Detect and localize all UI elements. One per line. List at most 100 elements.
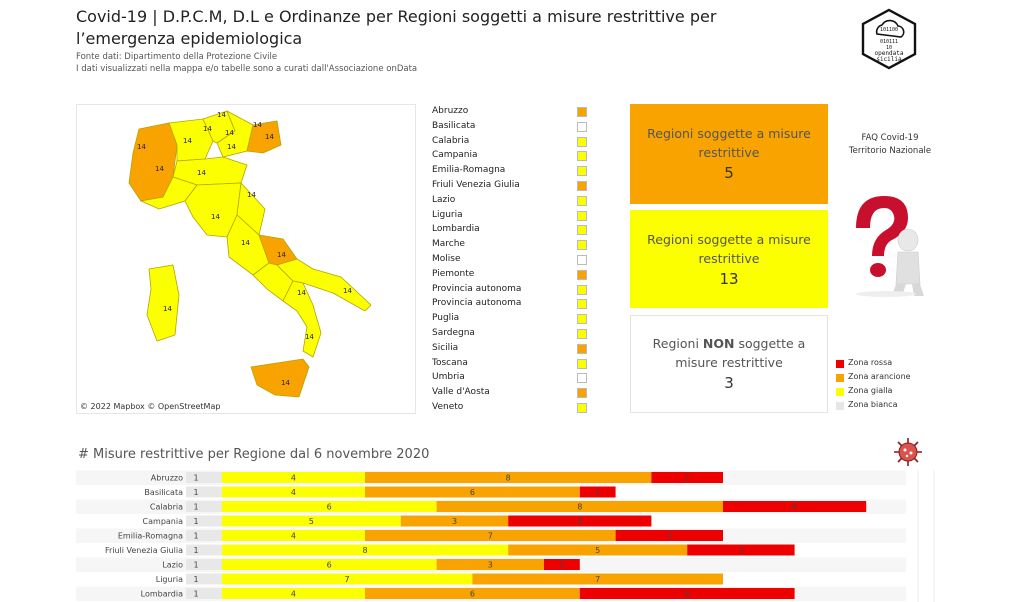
chart-bar-segment: [651, 472, 723, 483]
chart-data-label: 7: [488, 532, 493, 541]
chart-bar-segment: [186, 486, 222, 498]
region-legend-item[interactable]: Liguria: [432, 210, 592, 224]
chart-data-label: 2: [685, 474, 690, 483]
chart-bar-segment: [400, 515, 509, 527]
kpi-orange-regions[interactable]: Regioni soggette a misure restrittive 5: [630, 104, 828, 204]
chart-bar-segment: [579, 588, 795, 599]
chart-title: # Misure restrittive per Regione dal 6 n…: [78, 447, 430, 462]
zone-legend-swatch: [836, 402, 844, 410]
chart-data-label: 7: [595, 575, 600, 584]
region-legend-swatch: [577, 284, 587, 295]
chart-data-label: 3: [488, 561, 493, 570]
region-legend-swatch: [577, 255, 587, 265]
chart-data-label: 4: [291, 532, 296, 541]
faq-link[interactable]: FAQ Covid-19 Territorio Nazionale: [840, 132, 940, 158]
map-label: 14: [247, 191, 256, 199]
region-legend-label: Abruzzo: [432, 106, 469, 116]
region-legend-item[interactable]: Provincia autonoma: [432, 284, 592, 298]
map-region-calabria[interactable]: [282, 280, 322, 358]
region-legend-item[interactable]: Sicilia: [432, 343, 592, 357]
chart-data-label: 3: [452, 517, 457, 526]
region-legend-label: Lazio: [432, 194, 456, 205]
region-legend-item[interactable]: Veneto: [432, 402, 592, 416]
chart-bar-segment: [615, 530, 723, 541]
map-region-sardegna[interactable]: [146, 264, 180, 342]
kpi-yellow-regions[interactable]: Regioni soggette a misure restrittive 13: [630, 210, 828, 308]
kpi-white-regions[interactable]: Regioni NON soggette a misure restrittiv…: [630, 315, 828, 413]
region-legend-item[interactable]: Toscana: [432, 358, 592, 372]
map-credit[interactable]: © 2022 Mapbox © OpenStreetMap: [80, 402, 221, 411]
kpi-orange-label: Regioni soggette a misure restrittive: [647, 126, 811, 160]
region-legend-swatch: [577, 121, 587, 132]
region-legend-label: Piemonte: [432, 268, 475, 279]
kpi-white-value: 3: [724, 374, 734, 392]
region-legend-swatch: [577, 181, 587, 191]
chart-bar-segment: [186, 501, 222, 512]
map-region-puglia[interactable]: [276, 258, 372, 312]
chart-bar-segment: [544, 559, 580, 570]
zone-legend-item[interactable]: Zona gialla: [836, 386, 946, 398]
zone-legend-item[interactable]: Zona arancione: [836, 372, 946, 384]
chart-category-label: Emilia-Romagna: [118, 532, 183, 541]
zone-legend-item[interactable]: Zona bianca: [836, 400, 946, 412]
map-region-friuli[interactable]: [246, 120, 282, 154]
page-title: Covid-19 | D.P.C.M, D.L e Ordinanze per …: [76, 7, 717, 48]
chart-data-label: 5: [309, 517, 314, 526]
kpi-yellow-label: Regioni soggette a misure restrittive: [647, 232, 811, 266]
chart-bar-segment: [186, 559, 222, 570]
zone-legend-swatch: [836, 374, 844, 382]
map-region-sicilia[interactable]: [250, 358, 310, 398]
region-legend-label: Valle d'Aosta: [432, 387, 490, 398]
chart-data-label: 6: [470, 590, 475, 599]
region-legend-item[interactable]: Sardegna: [432, 328, 592, 342]
region-legend-item[interactable]: Provincia autonoma: [432, 298, 592, 312]
region-legend-item[interactable]: Piemonte: [432, 269, 592, 283]
region-legend-label: Sicilia: [432, 342, 459, 353]
map-label: 14: [265, 133, 274, 141]
question-mark-figure-icon[interactable]: [846, 188, 926, 298]
chart-data-label: 1: [193, 488, 198, 497]
faq-line-1: FAQ Covid-19: [861, 133, 919, 143]
region-legend-label: Sardegna: [432, 328, 475, 338]
region-legend-swatch: [577, 299, 587, 310]
region-legend-swatch: [577, 314, 587, 325]
chart-bar-segment: [221, 573, 473, 585]
region-legend-item[interactable]: Puglia: [432, 313, 592, 327]
region-legend-item[interactable]: Valle d'Aosta: [432, 387, 592, 401]
zone-legend-label: Zona gialla: [848, 386, 893, 395]
italy-regions-map[interactable]: 14 14 14 14 14 14 14 14 14 14 14 14 14 1…: [76, 104, 416, 414]
chart-bar-segment: [365, 588, 580, 599]
region-legend-label: Puglia: [432, 313, 460, 324]
region-legend-swatch: [577, 269, 587, 280]
chart-bar-segment: [221, 530, 365, 541]
chart-bar-segment: [687, 544, 795, 556]
region-legend-item[interactable]: Marche: [432, 239, 592, 253]
region-legend-item[interactable]: Calabria: [432, 136, 592, 150]
region-legend-item[interactable]: Campania: [432, 150, 592, 164]
chart-data-label: 1: [559, 561, 564, 570]
region-legend-item[interactable]: Umbria: [432, 372, 592, 386]
region-legend-swatch: [577, 329, 587, 339]
region-legend-item[interactable]: Friuli Venezia Giulia: [432, 180, 592, 194]
region-legend-item[interactable]: Basilicata: [432, 121, 592, 135]
region-legend-item[interactable]: Lazio: [432, 195, 592, 209]
chart-data-label: 8: [506, 474, 511, 483]
chart-bar-segment: [221, 472, 365, 483]
chart-bar-segment: [508, 544, 688, 556]
region-legend-item[interactable]: Molise: [432, 254, 592, 268]
chart-data-label: 6: [685, 590, 690, 599]
chart-bar-segment: [221, 486, 365, 498]
region-legend-label: Provincia autonoma: [432, 283, 522, 294]
chart-data-label: 6: [470, 488, 475, 497]
zone-legend-label: Zona bianca: [848, 400, 898, 409]
region-legend-item[interactable]: Lombardia: [432, 224, 592, 238]
svg-text:101100: 101100: [880, 27, 898, 33]
opendata-sicilia-logo[interactable]: 101100 010111 10 opendata sicilia: [860, 8, 918, 70]
map-label: 14: [253, 121, 262, 129]
zone-legend-item[interactable]: Zona rossa: [836, 358, 946, 370]
region-legend-item[interactable]: Emilia-Romagna: [432, 165, 592, 179]
map-label: 14: [197, 169, 206, 177]
region-legend-swatch: [577, 403, 587, 413]
region-legend-item[interactable]: Abruzzo: [432, 106, 592, 120]
